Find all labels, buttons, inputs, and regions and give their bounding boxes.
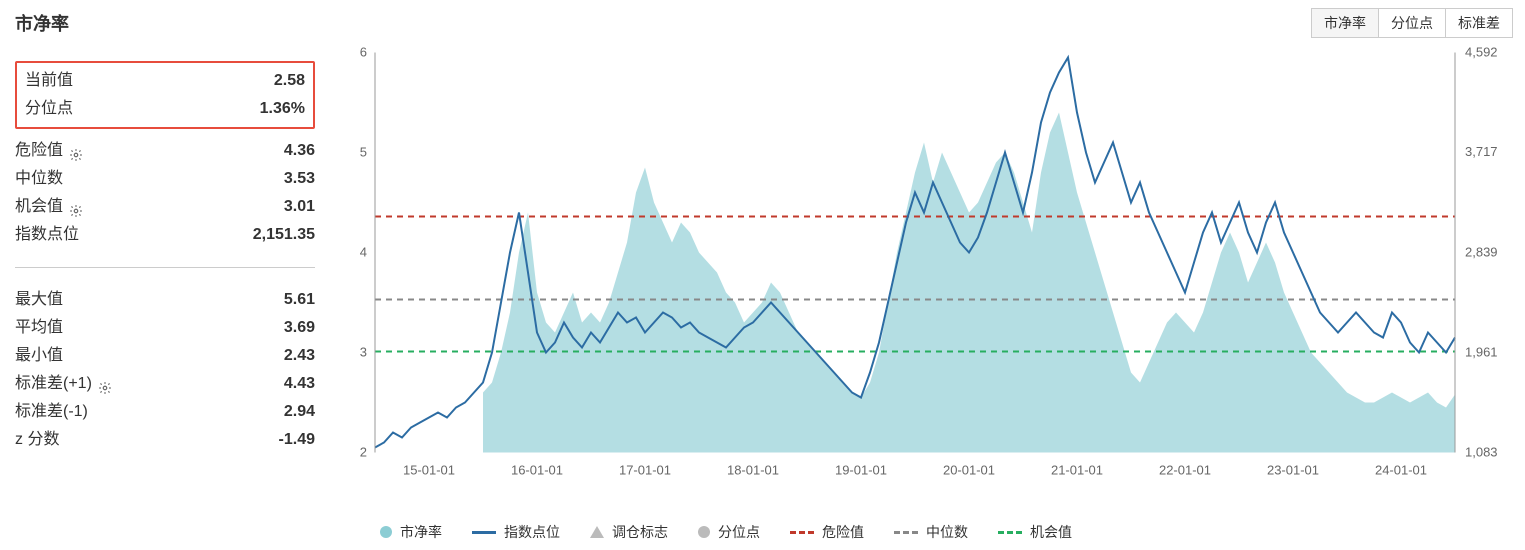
stat-value: 2.94 bbox=[284, 398, 315, 426]
main-stats: 危险值 4.36中位数3.53机会值 3.01指数点位2,151.35 bbox=[15, 137, 315, 249]
legend-label: 危险值 bbox=[822, 522, 864, 542]
svg-text:17-01-01: 17-01-01 bbox=[619, 463, 671, 478]
svg-text:23-01-01: 23-01-01 bbox=[1267, 463, 1319, 478]
stat-label: 最小值 bbox=[15, 342, 63, 370]
stat-row: 标准差(-1) 2.94 bbox=[15, 398, 315, 426]
highlight-stats-box: 当前值 2.58 分位点 1.36% bbox=[15, 61, 315, 129]
stat-value: 4.43 bbox=[284, 370, 315, 398]
stat-row: 机会值 3.01 bbox=[15, 193, 315, 221]
stat-value: 2,151.35 bbox=[253, 221, 315, 249]
svg-text:4,592: 4,592 bbox=[1465, 45, 1498, 60]
legend-label: 指数点位 bbox=[504, 522, 560, 542]
stat-row: 危险值 4.36 bbox=[15, 137, 315, 165]
secondary-stats: 最大值5.61平均值3.69最小值2.43标准差(+1) 4.43标准差(-1)… bbox=[15, 286, 315, 454]
stat-value: 2.43 bbox=[284, 342, 315, 370]
gear-icon[interactable] bbox=[69, 200, 83, 214]
legend-label: 机会值 bbox=[1030, 522, 1072, 542]
svg-text:4: 4 bbox=[360, 245, 367, 260]
stat-row: 最小值 2.43 bbox=[15, 342, 315, 370]
stat-value: -1.49 bbox=[279, 426, 315, 454]
svg-text:22-01-01: 22-01-01 bbox=[1159, 463, 1211, 478]
svg-text:18-01-01: 18-01-01 bbox=[727, 463, 779, 478]
stat-row: 中位数 3.53 bbox=[15, 165, 315, 193]
stat-row: 平均值 3.69 bbox=[15, 314, 315, 342]
legend-item[interactable]: 市净率 bbox=[380, 522, 442, 542]
stat-value: 1.36% bbox=[260, 95, 305, 123]
legend-item[interactable]: 调仓标志 bbox=[590, 522, 668, 542]
stat-value: 3.01 bbox=[284, 193, 315, 221]
stat-value: 3.53 bbox=[284, 165, 315, 193]
svg-text:15-01-01: 15-01-01 bbox=[403, 463, 455, 478]
metric-tabs: 市净率分位点标准差 bbox=[1311, 8, 1513, 38]
svg-text:19-01-01: 19-01-01 bbox=[835, 463, 887, 478]
legend-item[interactable]: 中位数 bbox=[894, 522, 968, 542]
stat-row: 当前值 2.58 bbox=[25, 67, 305, 95]
stat-label: 中位数 bbox=[15, 165, 63, 193]
tab-2[interactable]: 标准差 bbox=[1446, 9, 1512, 37]
legend-item[interactable]: 危险值 bbox=[790, 522, 864, 542]
stat-label: 平均值 bbox=[15, 314, 63, 342]
stat-label: 指数点位 bbox=[15, 221, 79, 249]
legend-item[interactable]: 机会值 bbox=[998, 522, 1072, 542]
chart-legend: 市净率 指数点位 调仓标志 分位点 危险值 中位数 机会值 bbox=[380, 522, 1485, 542]
legend-label: 调仓标志 bbox=[612, 522, 668, 542]
stat-label: 机会值 bbox=[15, 193, 83, 221]
stat-row: 最大值 5.61 bbox=[15, 286, 315, 314]
svg-text:16-01-01: 16-01-01 bbox=[511, 463, 563, 478]
svg-text:24-01-01: 24-01-01 bbox=[1375, 463, 1427, 478]
stat-row: z 分数 -1.49 bbox=[15, 426, 315, 454]
legend-item[interactable]: 分位点 bbox=[698, 522, 760, 542]
stat-row: 标准差(+1) 4.43 bbox=[15, 370, 315, 398]
stat-label: 标准差(-1) bbox=[15, 398, 88, 426]
svg-text:1,961: 1,961 bbox=[1465, 344, 1498, 359]
svg-text:2: 2 bbox=[360, 445, 367, 460]
stat-row: 指数点位 2,151.35 bbox=[15, 221, 315, 249]
tab-0[interactable]: 市净率 bbox=[1312, 9, 1379, 37]
stat-value: 3.69 bbox=[284, 314, 315, 342]
stat-label: 标准差(+1) bbox=[15, 370, 112, 398]
divider bbox=[15, 267, 315, 268]
svg-text:21-01-01: 21-01-01 bbox=[1051, 463, 1103, 478]
svg-text:1,083: 1,083 bbox=[1465, 445, 1498, 460]
stats-sidebar: 市净率 当前值2.58分位点1.36% 危险值 4.36中位数3.53机会值 3… bbox=[0, 0, 330, 550]
stat-value: 4.36 bbox=[284, 137, 315, 165]
stat-label: z 分数 bbox=[15, 426, 59, 454]
legend-label: 分位点 bbox=[718, 522, 760, 542]
svg-text:6: 6 bbox=[360, 45, 367, 60]
stat-label: 当前值 bbox=[25, 67, 73, 95]
stat-label: 最大值 bbox=[15, 286, 63, 314]
pb-chart: 2 3 4 5 6 1,083 1,961 2,839 3,717 4,592 15-01-01 16… bbox=[330, 5, 1515, 545]
legend-label: 中位数 bbox=[926, 522, 968, 542]
chart-area: 市净率分位点标准差 234561,0831,9612,8393,7174,592… bbox=[330, 0, 1525, 550]
gear-icon[interactable] bbox=[69, 144, 83, 158]
svg-text:2,839: 2,839 bbox=[1465, 244, 1498, 259]
stat-value: 2.58 bbox=[274, 67, 305, 95]
tab-1[interactable]: 分位点 bbox=[1379, 9, 1446, 37]
svg-text:3: 3 bbox=[360, 345, 367, 360]
svg-text:20-01-01: 20-01-01 bbox=[943, 463, 995, 478]
page-title: 市净率 bbox=[15, 10, 315, 36]
stat-value: 5.61 bbox=[284, 286, 315, 314]
stat-label: 危险值 bbox=[15, 137, 83, 165]
stat-label: 分位点 bbox=[25, 95, 73, 123]
gear-icon[interactable] bbox=[98, 377, 112, 391]
svg-text:5: 5 bbox=[360, 145, 367, 160]
svg-text:3,717: 3,717 bbox=[1465, 144, 1498, 159]
stat-row: 分位点 1.36% bbox=[25, 95, 305, 123]
legend-label: 市净率 bbox=[400, 522, 442, 542]
legend-item[interactable]: 指数点位 bbox=[472, 522, 560, 542]
